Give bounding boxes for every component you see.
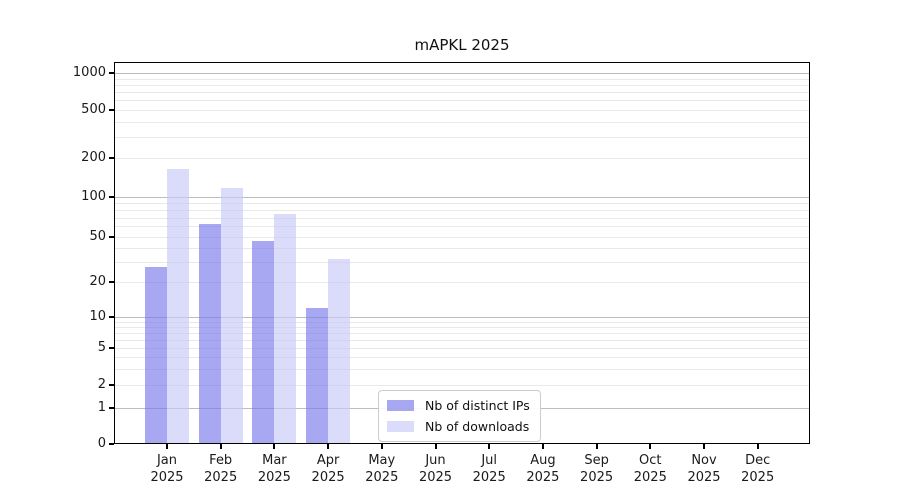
gridline-4	[115, 357, 809, 358]
legend-label-distinct-ips: Nb of distinct IPs	[425, 398, 530, 413]
gridline-5	[115, 348, 809, 349]
gridline-90	[115, 203, 809, 204]
legend-item-distinct-ips: Nb of distinct IPs	[387, 397, 530, 414]
bar-distinct-ips-apr	[306, 307, 328, 444]
gridline-20	[115, 282, 809, 283]
gridline-900	[115, 79, 809, 80]
y-tick-label-20: 20	[89, 274, 106, 289]
x-tick-may	[380, 444, 383, 449]
x-tick-label-apr: Apr 2025	[311, 453, 345, 485]
gridline-60	[115, 226, 809, 227]
bar-downloads-mar	[274, 213, 296, 444]
bar-distinct-ips-feb	[199, 223, 221, 444]
y-tick-label-200: 200	[81, 150, 106, 165]
x-tick-label-aug: Aug 2025	[526, 453, 560, 485]
gridline-6	[115, 340, 809, 341]
x-tick-label-jun: Jun 2025	[418, 453, 453, 485]
x-tick-mar	[273, 444, 276, 449]
x-tick-sep	[595, 444, 598, 449]
y-tick-1	[109, 407, 114, 409]
gridline-700	[115, 92, 809, 93]
x-tick-jul	[488, 444, 491, 449]
gridline-3	[115, 369, 809, 370]
gridline-50	[115, 237, 809, 238]
chart-title: mAPKL 2025	[414, 36, 510, 54]
gridline-1000	[115, 73, 809, 74]
y-tick-label-50: 50	[89, 229, 106, 244]
bar-distinct-ips-mar	[252, 241, 274, 444]
bar-downloads-jan	[167, 168, 189, 444]
gridline-8	[115, 327, 809, 328]
bar-downloads-apr	[328, 258, 350, 444]
x-tick-feb	[219, 444, 222, 449]
y-tick-label-10: 10	[89, 309, 106, 324]
y-tick-label-5: 5	[97, 340, 106, 355]
gridline-2	[115, 385, 809, 386]
y-tick-label-1000: 1000	[72, 65, 106, 80]
x-tick-label-oct: Oct 2025	[633, 453, 667, 485]
legend-swatch-distinct-ips-icon	[387, 400, 414, 411]
y-tick-200	[109, 157, 114, 159]
gridline-500	[115, 110, 809, 111]
gridline-7	[115, 333, 809, 334]
x-tick-label-jan: Jan 2025	[150, 453, 184, 485]
gridline-800	[115, 85, 809, 86]
x-tick-oct	[649, 444, 652, 449]
y-tick-label-0: 0	[97, 436, 106, 451]
x-tick-jan	[166, 444, 168, 449]
gridline-600	[115, 100, 809, 101]
gridline-40	[115, 248, 809, 249]
gridline-200	[115, 158, 809, 159]
legend-item-downloads: Nb of downloads	[387, 418, 530, 435]
gridline-400	[115, 122, 809, 123]
y-tick-label-1: 1	[97, 400, 106, 415]
y-tick-20	[109, 281, 114, 283]
x-tick-label-nov: Nov 2025	[687, 453, 721, 485]
x-tick-label-mar: Mar 2025	[257, 453, 291, 485]
y-tick-500	[109, 109, 114, 111]
y-tick-50	[109, 236, 114, 238]
gridline-70	[115, 218, 809, 219]
gridline-9	[115, 322, 809, 323]
x-tick-nov	[703, 444, 705, 449]
gridline-10	[115, 317, 809, 318]
bar-distinct-ips-jan	[145, 267, 167, 444]
y-tick-label-100: 100	[81, 189, 106, 204]
x-tick-label-jul: Jul 2025	[472, 453, 506, 485]
gridline-30	[115, 262, 809, 263]
gridline-100	[115, 197, 809, 198]
x-tick-label-sep: Sep 2025	[580, 453, 614, 485]
y-tick-label-2: 2	[97, 377, 106, 392]
y-tick-2	[109, 384, 114, 386]
y-tick-100	[109, 196, 114, 198]
gridline-300	[115, 137, 809, 138]
legend-swatch-downloads-icon	[387, 421, 414, 432]
x-tick-label-dec: Dec 2025	[741, 453, 775, 485]
y-tick-0	[109, 443, 114, 445]
y-tick-1000	[109, 72, 114, 74]
y-tick-label-500: 500	[81, 102, 106, 117]
y-tick-5	[109, 347, 114, 349]
legend: Nb of distinct IPs Nb of downloads	[378, 390, 541, 442]
x-tick-dec	[756, 444, 759, 449]
y-tick-10	[109, 316, 114, 318]
x-tick-jun	[434, 444, 437, 449]
x-tick-apr	[327, 444, 330, 449]
gridline-80	[115, 210, 809, 211]
bar-downloads-feb	[221, 187, 243, 444]
legend-label-downloads: Nb of downloads	[425, 419, 530, 434]
x-tick-aug	[541, 444, 544, 449]
x-tick-label-feb: Feb 2025	[204, 453, 238, 485]
x-tick-label-may: May 2025	[365, 453, 399, 485]
